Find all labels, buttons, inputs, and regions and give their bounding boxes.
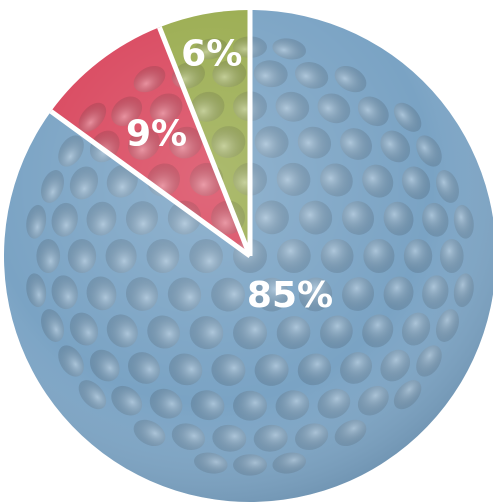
dimple-100 [233,390,267,421]
dimple-59 [320,239,354,273]
dimple-62 [439,239,464,273]
slice-labels: 85% 9% 6% [126,33,333,316]
slice-separators [49,10,253,259]
dimple-80 [233,316,267,350]
dimple-60 [363,239,395,273]
dimple-55 [146,239,180,273]
dimple-54 [105,239,137,273]
dimple-112 [233,454,267,476]
dimple-58 [277,239,311,273]
dimple-61 [403,239,433,273]
dimple-52 [36,239,61,273]
dimple-56 [189,239,223,273]
slice-separator-3 [157,26,253,257]
slice-label-3: 6% [181,33,242,74]
slice-label-1: 85% [247,275,333,316]
dimple-53 [67,239,97,273]
slice-label-2: 9% [126,113,187,154]
slice-separator-2 [49,109,252,259]
